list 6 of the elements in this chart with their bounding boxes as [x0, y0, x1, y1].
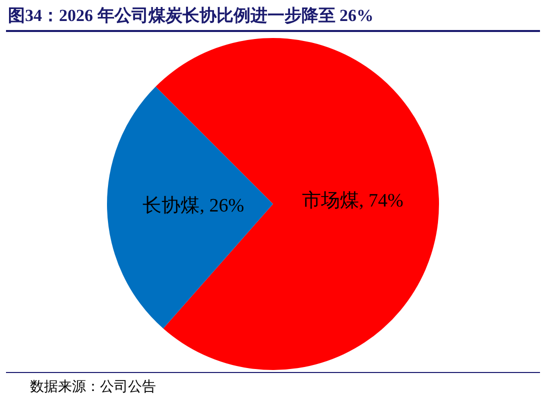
- data-label: , 74%: [358, 190, 404, 212]
- data-label: , 26%: [200, 195, 244, 216]
- slice-label: 市场煤: [302, 189, 359, 212]
- source-note: 数据来源：公司公告: [30, 378, 156, 396]
- chart-title: 图34：2026 年公司煤炭长协比例进一步降至 26%: [8, 5, 374, 27]
- slice-label: 长协煤: [142, 195, 200, 216]
